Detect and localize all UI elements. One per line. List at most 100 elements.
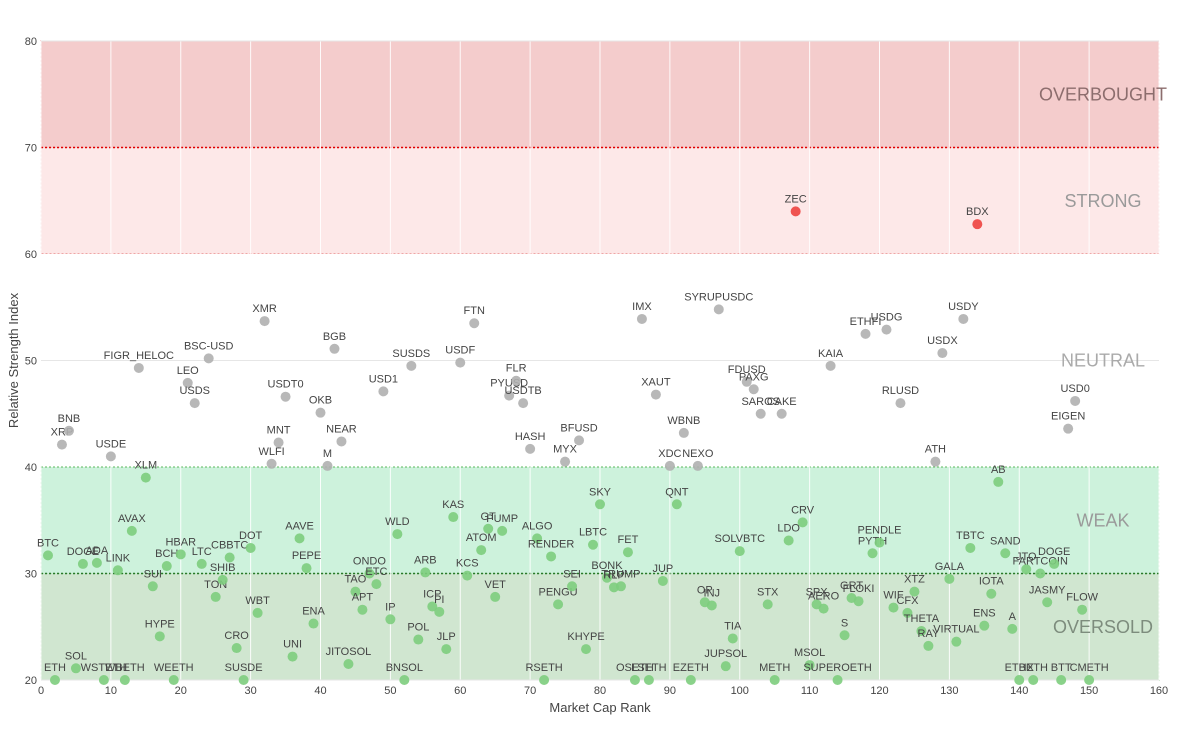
point-ezeth [685,675,696,685]
point-label-m: M [323,448,332,460]
point-label-jto: JTO [1016,551,1037,563]
point-susds [406,360,417,371]
point-label-doge: DOGE [1038,546,1070,558]
point-label-beth: BETH [1019,662,1048,674]
point-label-ethfi: ETHFI [850,316,882,328]
point-bnsol [399,675,410,685]
point-label-kcs: KCS [456,558,479,570]
point-floki [853,596,864,607]
point-ath [930,456,941,467]
point-bonk [601,572,612,583]
point-label-bdx: BDX [966,206,989,218]
point-myx [560,456,571,467]
point-label-paxg: PAXG [739,371,769,383]
point-label-usdg: USDG [871,312,903,324]
point-fdusd [741,376,752,387]
chart-grid [40,40,1160,681]
point-label-bonk: BONK [591,560,623,572]
point-ton [210,591,221,602]
point-syrupusdc [713,304,724,315]
point-jupsol [720,661,731,672]
point-label-solvbtc: SOLVBTC [714,533,765,545]
point-usde [105,451,116,462]
point-ondo [364,568,375,579]
point-beth [1028,675,1039,685]
point-wif [888,602,899,613]
point-label-usd1: USD1 [369,373,398,385]
point-superoeth [832,675,843,685]
point-doge [77,558,88,569]
point-jitosol [343,659,354,670]
point-label-weeth: WEETH [154,662,194,674]
point-label-ip: IP [385,601,395,613]
x-tick-label: 70 [524,685,536,697]
x-tick-label: 60 [454,685,466,697]
point-weeth [168,675,179,685]
point-label-aero: AERO [808,591,840,603]
point-label-op: OP [697,584,713,596]
y-axis-title: Relative Strength Index [6,292,21,428]
point-lseth [643,675,654,685]
point-label-sui: SUI [144,568,162,580]
point-near [336,436,347,447]
point-label-khype: KHYPE [567,631,604,643]
point-label-aave: AAVE [285,520,314,532]
point-label-pendle: PENDLE [857,525,901,537]
zone-label-weak: WEAK [1076,510,1129,530]
point-label-tia: TIA [724,620,742,632]
point-pump [497,525,508,536]
point-bnb [63,425,74,436]
point-xlm [140,472,151,483]
point-label-saros: SAROS [741,396,780,408]
x-axis-ticks: 0 10 20 30 40 50 60 70 80 90 100 110 120 130 140 150 160 [38,685,1168,697]
point-label-usdt0: USDT0 [268,379,304,391]
point-ftn [469,318,480,329]
x-tick-label: 150 [1080,685,1098,697]
point-label-jlp: JLP [437,631,456,643]
point-label-apt: APT [352,592,374,604]
point-pyth [867,548,878,559]
point-usdt0 [280,391,291,402]
point-label-uni: UNI [283,639,302,651]
point-arb [420,567,431,578]
point-lbtc [588,539,599,550]
point-label-bch: BCH [155,548,178,560]
point-label-kas: KAS [442,499,464,511]
point-khype [581,644,592,655]
point-pendle [874,537,885,548]
point-label-ena: ENA [302,606,325,618]
y-tick-label: 50 [25,356,37,368]
point-label-leo: LEO [177,365,199,377]
point-label-shib: SHIB [210,562,236,574]
point-label-superoeth: SUPEROETH [803,662,872,674]
point-label-usd0: USD0 [1060,383,1089,395]
point-label-pump: PUMP [486,513,518,525]
point-usd0 [1070,395,1081,406]
point-ethx [1014,675,1025,685]
point-susde [238,675,249,685]
point-label-rlusd: RLUSD [882,385,919,397]
point-bfusd [574,435,585,446]
point-ethfi [860,328,871,339]
point-wsteth [98,675,109,685]
point-label-etc: ETC [365,566,387,578]
point-wbeth [119,675,130,685]
zone-label-neutral: NEUTRAL [1061,351,1145,371]
point-label-ethx: ETHX [1005,662,1035,674]
point-m [322,460,333,471]
point-label-sei: SEI [563,568,581,580]
point-label-sky: SKY [589,486,612,498]
point-label-pengu: PENGU [539,586,578,598]
point-label-hbar: HBAR [165,536,196,548]
point-label-xaut: XAUT [641,377,671,389]
point-pyusd [504,390,515,401]
x-tick-label: 110 [801,685,819,697]
point-label-pi: PI [434,594,444,606]
point-label-virtual: VIRTUAL [933,624,979,636]
point-apt [357,604,368,615]
point-label-wld: WLD [385,516,410,528]
point-label-fet: FET [618,534,639,546]
point-label-tao: TAO [345,574,367,586]
x-tick-label: 0 [38,685,44,697]
point-label-oseth: OSETH [616,662,654,674]
